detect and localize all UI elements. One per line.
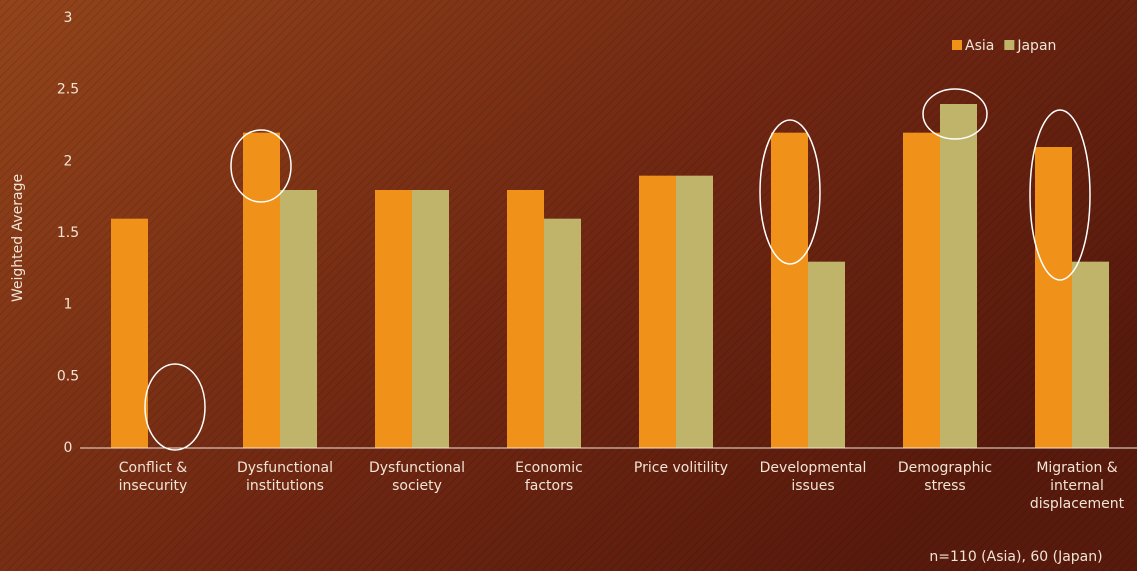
legend-label: Asia (965, 38, 994, 54)
bar (940, 104, 977, 448)
bar (243, 132, 280, 448)
bar (676, 175, 713, 448)
x-tick-label: Demographic stress (898, 460, 992, 494)
y-tick-label: 2.5 (57, 82, 79, 98)
bar (771, 132, 808, 448)
note: n=110 (Asia), 60 (Japan) (929, 549, 1102, 565)
bar (280, 190, 317, 448)
bar (1072, 261, 1109, 448)
legend-swatch (1004, 40, 1015, 50)
bar (111, 218, 148, 448)
y-tick-label: 0.5 (57, 368, 79, 384)
y-tick-label: 3 (64, 10, 73, 26)
bar (544, 218, 581, 448)
bar (507, 190, 544, 448)
legend-label: Japan (1016, 38, 1056, 54)
highlight-ellipse (230, 129, 292, 203)
bar (375, 190, 412, 448)
x-tick-label: Economic factors (515, 460, 583, 494)
x-tick-label: Price volitility (634, 460, 728, 476)
x-tick-label: Dysfunctional institutions (237, 460, 333, 494)
y-tick-label: 0 (64, 440, 73, 456)
bar (808, 261, 845, 448)
highlights (144, 88, 1091, 451)
highlight-ellipse (144, 363, 206, 451)
highlight-ellipse (759, 119, 821, 265)
y-axis-label: Weighted Average (10, 174, 26, 302)
bar (1035, 147, 1072, 448)
bar (412, 190, 449, 448)
y-tick-label: 1 (64, 297, 73, 313)
highlight-ellipse (922, 88, 988, 140)
x-tick-label: Migration & internal displacement (1030, 460, 1125, 512)
bar (639, 175, 676, 448)
x-tick-label: Dysfunctional society (369, 460, 465, 494)
highlight-ellipse (1029, 109, 1091, 281)
x-tick-label: Developmental issues (760, 460, 867, 494)
y-tick-label: 1.5 (57, 225, 79, 241)
x-tick-label: Conflict & insecurity (119, 460, 188, 494)
bar (903, 132, 940, 448)
legend-swatch (952, 40, 962, 50)
y-tick-label: 2 (64, 153, 73, 169)
